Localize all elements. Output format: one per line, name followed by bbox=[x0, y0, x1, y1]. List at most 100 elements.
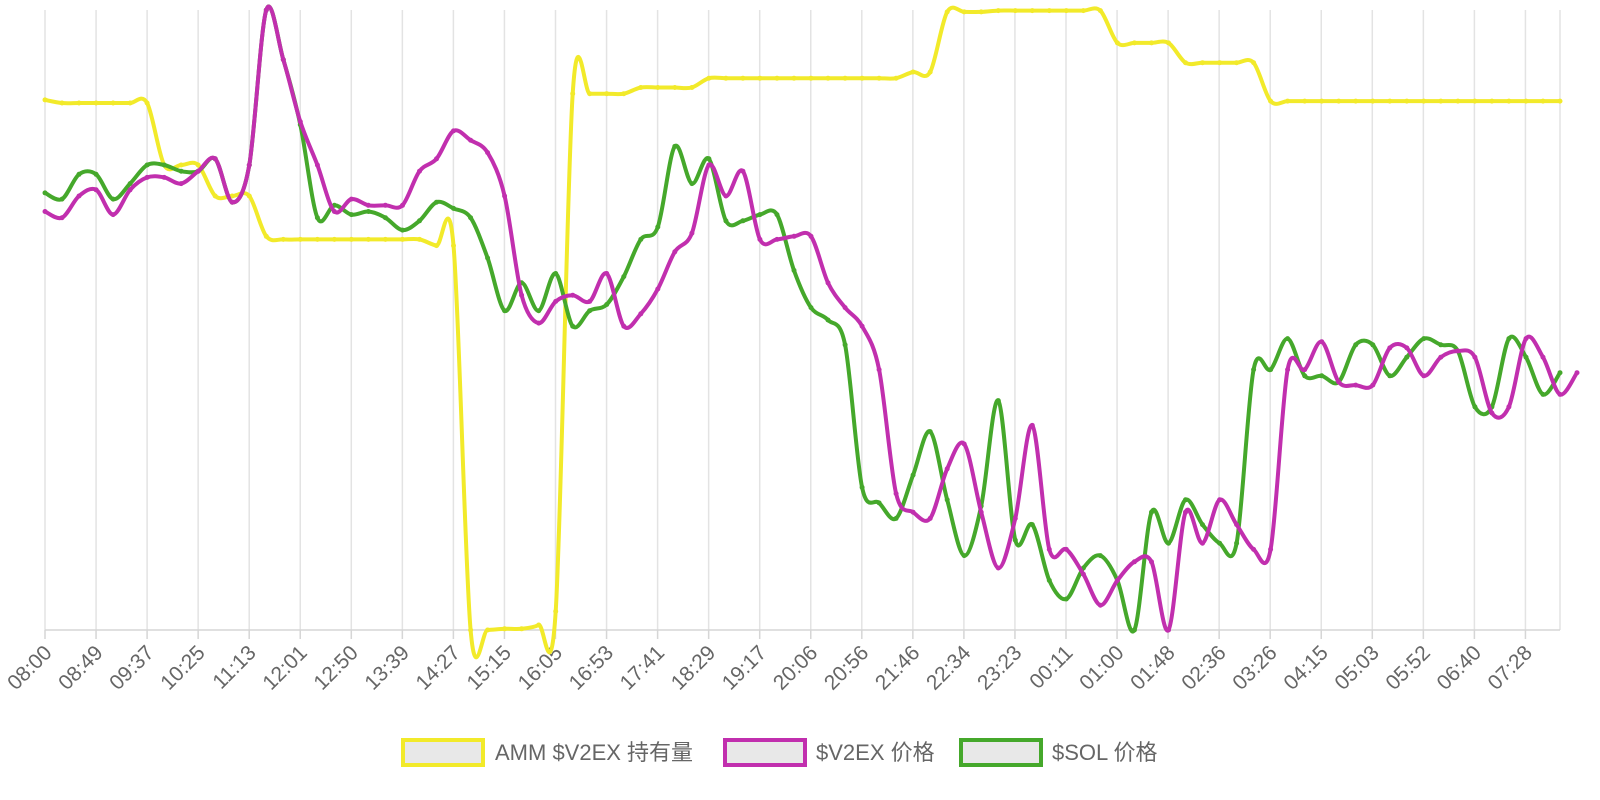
data-point bbox=[297, 119, 303, 125]
x-tick-label: 11:13 bbox=[208, 641, 260, 693]
data-point bbox=[382, 202, 388, 208]
data-point bbox=[536, 308, 542, 314]
data-point bbox=[1234, 540, 1240, 546]
x-tick-label: 05:52 bbox=[1381, 641, 1434, 694]
data-point bbox=[655, 286, 661, 292]
data-point bbox=[1114, 577, 1120, 583]
data-point bbox=[127, 187, 133, 193]
data-point bbox=[672, 85, 678, 90]
data-point bbox=[723, 193, 729, 199]
data-point bbox=[791, 267, 797, 273]
data-point bbox=[1336, 379, 1342, 385]
legend-item[interactable]: $SOL 价格 bbox=[959, 738, 1158, 767]
legend-label: $V2EX 价格 bbox=[816, 740, 935, 765]
data-point bbox=[280, 57, 286, 63]
data-point bbox=[757, 212, 763, 218]
data-point bbox=[348, 212, 354, 218]
data-point bbox=[161, 174, 167, 180]
grid-lines bbox=[44, 10, 1561, 630]
data-point bbox=[1523, 98, 1529, 104]
data-point bbox=[42, 190, 48, 196]
data-point bbox=[825, 75, 831, 81]
data-point bbox=[553, 271, 559, 276]
data-point bbox=[927, 515, 933, 521]
data-point bbox=[1489, 410, 1495, 416]
data-point bbox=[1029, 522, 1035, 528]
data-point bbox=[161, 162, 167, 168]
data-point bbox=[365, 202, 371, 208]
data-point bbox=[195, 168, 201, 174]
data-point bbox=[485, 627, 491, 633]
data-point bbox=[1046, 546, 1052, 552]
data-point bbox=[808, 305, 814, 311]
legend-swatch bbox=[723, 738, 807, 767]
data-point bbox=[859, 484, 865, 490]
x-tick-label: 22:34 bbox=[922, 641, 976, 695]
data-point bbox=[1319, 373, 1325, 379]
data-point bbox=[621, 323, 627, 329]
data-point bbox=[893, 515, 899, 521]
data-point bbox=[1506, 98, 1512, 104]
data-point bbox=[672, 143, 678, 149]
data-point bbox=[1080, 8, 1086, 14]
data-point bbox=[1319, 339, 1325, 345]
data-point bbox=[1472, 404, 1478, 410]
data-point bbox=[1353, 342, 1359, 348]
data-point bbox=[434, 156, 439, 162]
data-point bbox=[961, 553, 967, 559]
data-point bbox=[1046, 577, 1052, 583]
data-point bbox=[400, 202, 405, 208]
data-point bbox=[774, 75, 780, 81]
data-point bbox=[417, 168, 422, 174]
legend-swatch bbox=[959, 738, 1043, 767]
data-point bbox=[740, 218, 746, 224]
data-point bbox=[1285, 367, 1291, 373]
data-point bbox=[910, 472, 916, 478]
data-point bbox=[110, 100, 116, 106]
data-point bbox=[893, 491, 899, 497]
data-point bbox=[1131, 559, 1137, 565]
data-point bbox=[1268, 367, 1274, 373]
data-point bbox=[348, 196, 354, 202]
data-point bbox=[1455, 348, 1461, 354]
data-point bbox=[297, 236, 303, 242]
data-point bbox=[876, 75, 882, 81]
data-point bbox=[1370, 382, 1376, 388]
data-point bbox=[314, 215, 320, 221]
data-point bbox=[331, 236, 337, 242]
data-point bbox=[1268, 546, 1274, 552]
data-point bbox=[434, 199, 439, 205]
data-point bbox=[1557, 391, 1563, 397]
data-point bbox=[757, 236, 763, 242]
data-point bbox=[502, 626, 508, 632]
legend-item[interactable]: $V2EX 价格 bbox=[723, 738, 935, 767]
data-point bbox=[1080, 571, 1086, 577]
data-point bbox=[672, 249, 678, 255]
data-point bbox=[519, 626, 525, 632]
data-point bbox=[944, 497, 950, 503]
data-point bbox=[689, 181, 695, 187]
data-point bbox=[1353, 382, 1359, 388]
data-point bbox=[1387, 345, 1393, 351]
x-axis: 08:0008:4909:3710:2511:1312:0112:5013:39… bbox=[3, 629, 1560, 695]
data-point bbox=[229, 199, 235, 205]
data-point bbox=[212, 193, 218, 199]
data-point bbox=[417, 236, 422, 242]
data-point bbox=[314, 236, 320, 242]
data-point bbox=[1421, 98, 1427, 104]
x-tick-label: 23:23 bbox=[973, 641, 1026, 694]
data-point bbox=[519, 292, 525, 298]
data-point bbox=[604, 91, 610, 97]
data-point bbox=[859, 75, 865, 81]
data-point bbox=[348, 236, 354, 242]
legend-item[interactable]: AMM $V2EX 持有量 bbox=[401, 738, 693, 767]
x-tick-label: 03:26 bbox=[1228, 641, 1281, 694]
data-point bbox=[774, 236, 780, 242]
data-point bbox=[1029, 422, 1035, 428]
data-point bbox=[587, 308, 593, 314]
x-tick-label: 20:06 bbox=[769, 641, 822, 694]
data-point bbox=[638, 236, 644, 242]
data-point bbox=[1183, 509, 1188, 515]
data-point bbox=[791, 75, 797, 81]
data-point bbox=[910, 509, 916, 515]
